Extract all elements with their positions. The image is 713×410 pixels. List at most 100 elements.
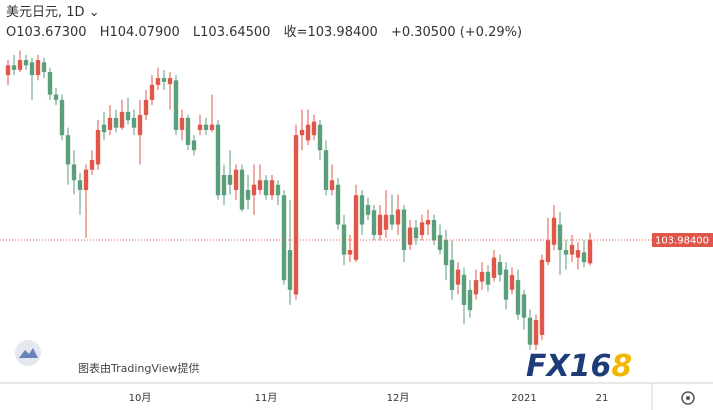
candle-body [377,214,383,236]
candle-body [431,220,437,241]
candle-body [413,227,419,239]
candle-body [461,274,467,305]
x-tick-label: 12月 [387,392,410,404]
candle-body [311,121,317,136]
candle-body [293,135,299,295]
candle-body [23,60,29,66]
candle-body [503,269,509,300]
candle-body [515,280,521,315]
candle-body [305,124,311,141]
candle-body [383,214,389,230]
candle-body [41,62,47,73]
candle-body [95,129,101,165]
candle-body [143,99,149,115]
candle-body [119,111,125,128]
candle-body [437,235,443,251]
candle-body [323,150,329,190]
candle-body [455,269,461,285]
candle-body [71,164,77,181]
chart-title: 美元日元, 1D [6,5,85,20]
candle-body [359,195,365,225]
candle-body [575,250,581,258]
candle-body [65,135,71,165]
candle-body [467,289,473,311]
candle-body [257,180,263,190]
candle-body [59,99,65,136]
candle-body [551,217,557,245]
x-tick-label: 21 [596,393,609,404]
candle-body [239,169,245,210]
candle-body [491,257,497,278]
candle-body [497,262,503,275]
header: 美元日元, 1D ⌄ O103.67300 H104.07900 L103.64… [6,3,531,43]
candle-body [539,259,545,335]
candle-body [167,78,173,85]
legend-change: +0.30500 (+0.29%) [390,25,523,40]
candle-body [101,124,107,133]
candle-body [11,65,17,70]
x-tick-label: 11月 [255,392,278,404]
candle-body [245,189,251,200]
candle-body [479,271,485,282]
candle-body [317,124,323,151]
candle-body [5,65,11,76]
candle-body [443,240,449,266]
candle-body [149,84,155,100]
candle-body [545,240,551,263]
settings-icon[interactable] [681,391,695,405]
last-price-box [652,233,713,248]
candle-body [221,174,227,196]
x-tick-label: 2021 [511,393,536,404]
candle-body [473,280,479,295]
candle-body [203,124,209,130]
candle-body [185,117,191,145]
candle-body [371,210,377,236]
candle-body [83,169,89,190]
candle-body [233,169,239,190]
candle-body [299,129,305,136]
candle-body [125,111,131,121]
logo: FX168 [526,349,632,384]
candle-body [137,114,143,136]
candle-body [269,180,275,196]
candle-body [557,224,563,251]
candle-body [533,319,539,345]
candle-body [563,250,569,255]
candle-body [449,259,455,290]
tradingview-logo [15,340,41,366]
legend-high: H104.07900 [99,25,180,40]
candle-body [281,195,287,281]
candle-body [251,184,257,196]
candle-body [17,60,23,70]
candle-body [173,80,179,130]
candle-body [335,184,341,225]
candle-body [395,209,401,225]
candle-body [275,184,281,196]
chevron[interactable]: ⌄ [88,5,100,20]
candle-body [287,250,293,290]
candle-body [179,117,185,130]
candle-body [341,224,347,255]
last-price-label: 103.98400 [655,236,709,247]
candle-body [77,180,83,190]
candle-body [569,244,575,255]
candle-body [131,117,137,128]
candle-body [89,159,95,170]
candle-body [191,140,197,151]
logo-accent: 8 [611,349,632,384]
logo-text: FX16 [526,349,611,384]
candle-body [35,60,41,76]
candle-body [227,174,233,185]
candle-body [107,117,113,130]
candle-body [527,317,533,345]
ohlc-legend: O103.67300 H104.07900 L103.64500 收=103.9… [6,23,531,43]
candle-body [419,222,425,236]
legend-close: 收=103.98400 [283,25,378,40]
candle-body [587,240,593,264]
candle-body [53,94,59,100]
title-row: 美元日元, 1D ⌄ [6,3,531,23]
candle-body [485,271,491,285]
candle-body [47,72,53,95]
